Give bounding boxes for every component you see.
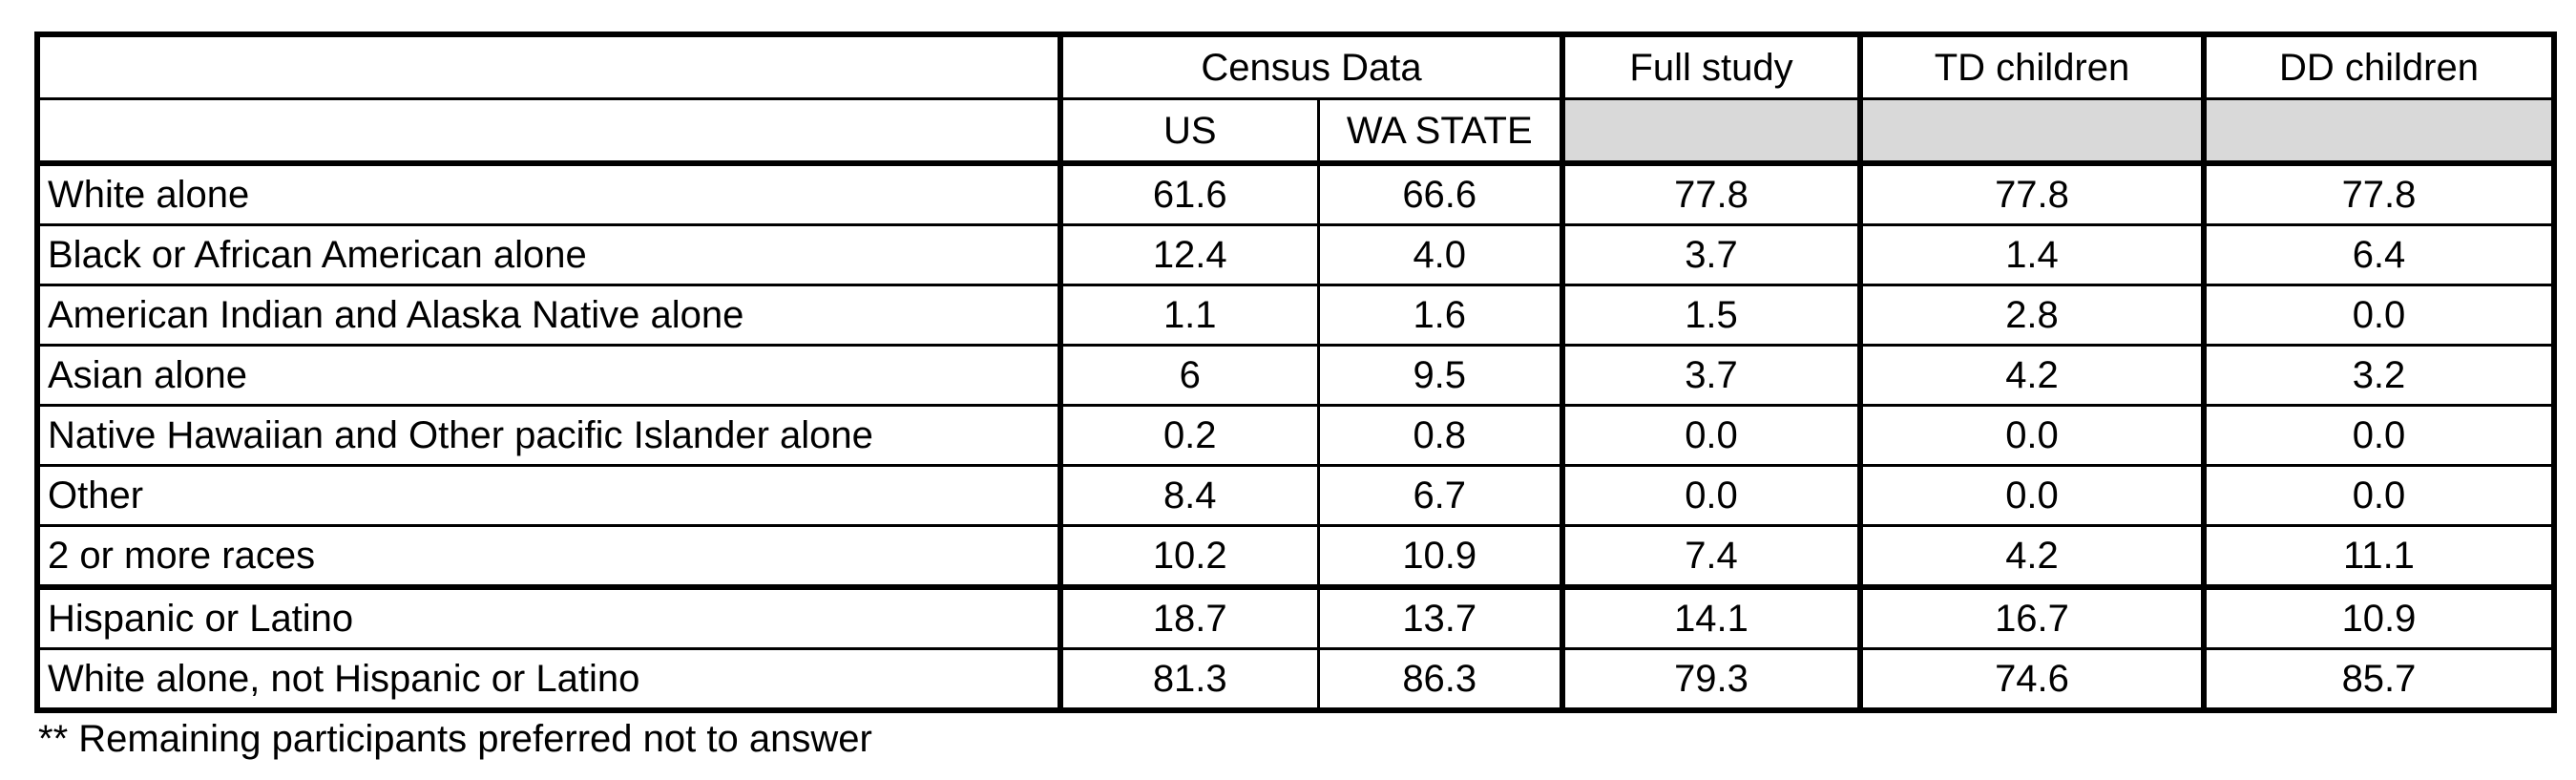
header-td-children: TD children: [1858, 32, 2207, 100]
table-row: White alone 61.6 66.6 77.8 77.8 77.8: [34, 161, 2557, 226]
row-label: White alone, not Hispanic or Latino: [34, 647, 1062, 713]
value-cell: 1.6: [1316, 284, 1565, 347]
table-row: Black or African American alone 12.4 4.0 3.…: [34, 223, 2557, 286]
value-cell: 74.6: [1858, 647, 2207, 713]
header-blank-cell: [34, 32, 1062, 100]
header-row-1: Census Data Full study TD children DD ch…: [34, 32, 2557, 100]
value-cell: 1.4: [1858, 223, 2207, 286]
value-cell: 0.0: [2202, 464, 2557, 527]
row-label: Other: [34, 464, 1062, 527]
value-cell: 0.0: [1560, 404, 1863, 467]
value-cell: 0.0: [1858, 404, 2207, 467]
header-grey-cell-dd: [2202, 97, 2557, 166]
table-row: 2 or more races 10.2 10.9 7.4 4.2 11.1: [34, 524, 2557, 589]
header-grey-cell-full-study: [1560, 97, 1863, 166]
value-cell: 7.4: [1560, 524, 1863, 589]
value-cell: 81.3: [1058, 647, 1320, 713]
race-ethnicity-table: Census Data Full study TD children DD ch…: [34, 32, 2557, 713]
value-cell: 6: [1058, 344, 1320, 407]
row-label: 2 or more races: [34, 524, 1062, 589]
value-cell: 0.0: [2202, 404, 2557, 467]
value-cell: 3.7: [1560, 344, 1863, 407]
value-cell: 12.4: [1058, 223, 1320, 286]
value-cell: 1.1: [1058, 284, 1320, 347]
table-row: Other 8.4 6.7 0.0 0.0 0.0: [34, 464, 2557, 527]
value-cell: 8.4: [1058, 464, 1320, 527]
value-cell: 4.0: [1316, 223, 1565, 286]
value-cell: 4.2: [1858, 344, 2207, 407]
value-cell: 66.6: [1316, 161, 1565, 226]
value-cell: 0.0: [1858, 464, 2207, 527]
value-cell: 77.8: [2202, 161, 2557, 226]
footnote: ** Remaining participants preferred not …: [38, 718, 872, 760]
value-cell: 0.0: [2202, 284, 2557, 347]
header-us: US: [1058, 97, 1320, 166]
value-cell: 0.2: [1058, 404, 1320, 467]
value-cell: 1.5: [1560, 284, 1863, 347]
value-cell: 11.1: [2202, 524, 2557, 589]
value-cell: 86.3: [1316, 647, 1565, 713]
value-cell: 3.7: [1560, 223, 1863, 286]
value-cell: 77.8: [1560, 161, 1863, 226]
value-cell: 10.2: [1058, 524, 1320, 589]
value-cell: 14.1: [1560, 584, 1863, 650]
row-label: Black or African American alone: [34, 223, 1062, 286]
table-row: Native Hawaiian and Other pacific Island…: [34, 404, 2557, 467]
header-blank-cell-2: [34, 97, 1062, 166]
header-dd-children: DD children: [2202, 32, 2557, 100]
header-full-study: Full study: [1560, 32, 1863, 100]
value-cell: 79.3: [1560, 647, 1863, 713]
value-cell: 13.7: [1316, 584, 1565, 650]
row-label: White alone: [34, 161, 1062, 226]
value-cell: 10.9: [2202, 584, 2557, 650]
value-cell: 16.7: [1858, 584, 2207, 650]
table-row: White alone, not Hispanic or Latino 81.3 8…: [34, 647, 2557, 713]
row-label: Asian alone: [34, 344, 1062, 407]
value-cell: 2.8: [1858, 284, 2207, 347]
race-ethnicity-table-container: Census Data Full study TD children DD ch…: [34, 32, 2557, 713]
row-label: Native Hawaiian and Other pacific Island…: [34, 404, 1062, 467]
table-row: Hispanic or Latino 18.7 13.7 14.1 16.7 10.9: [34, 584, 2557, 650]
value-cell: 0.0: [1560, 464, 1863, 527]
row-label: American Indian and Alaska Native alone: [34, 284, 1062, 347]
header-row-2: US WA STATE: [34, 97, 2557, 166]
header-wa-state: WA STATE: [1316, 97, 1565, 166]
header-grey-cell-td: [1858, 97, 2207, 166]
header-census-data: Census Data: [1058, 32, 1565, 100]
value-cell: 9.5: [1316, 344, 1565, 407]
value-cell: 0.8: [1316, 404, 1565, 467]
value-cell: 61.6: [1058, 161, 1320, 226]
value-cell: 4.2: [1858, 524, 2207, 589]
value-cell: 77.8: [1858, 161, 2207, 226]
value-cell: 6.4: [2202, 223, 2557, 286]
value-cell: 10.9: [1316, 524, 1565, 589]
row-label: Hispanic or Latino: [34, 584, 1062, 650]
table-row: Asian alone 6 9.5 3.7 4.2 3.2: [34, 344, 2557, 407]
value-cell: 18.7: [1058, 584, 1320, 650]
value-cell: 6.7: [1316, 464, 1565, 527]
value-cell: 85.7: [2202, 647, 2557, 713]
value-cell: 3.2: [2202, 344, 2557, 407]
table-row: American Indian and Alaska Native alone 1…: [34, 284, 2557, 347]
